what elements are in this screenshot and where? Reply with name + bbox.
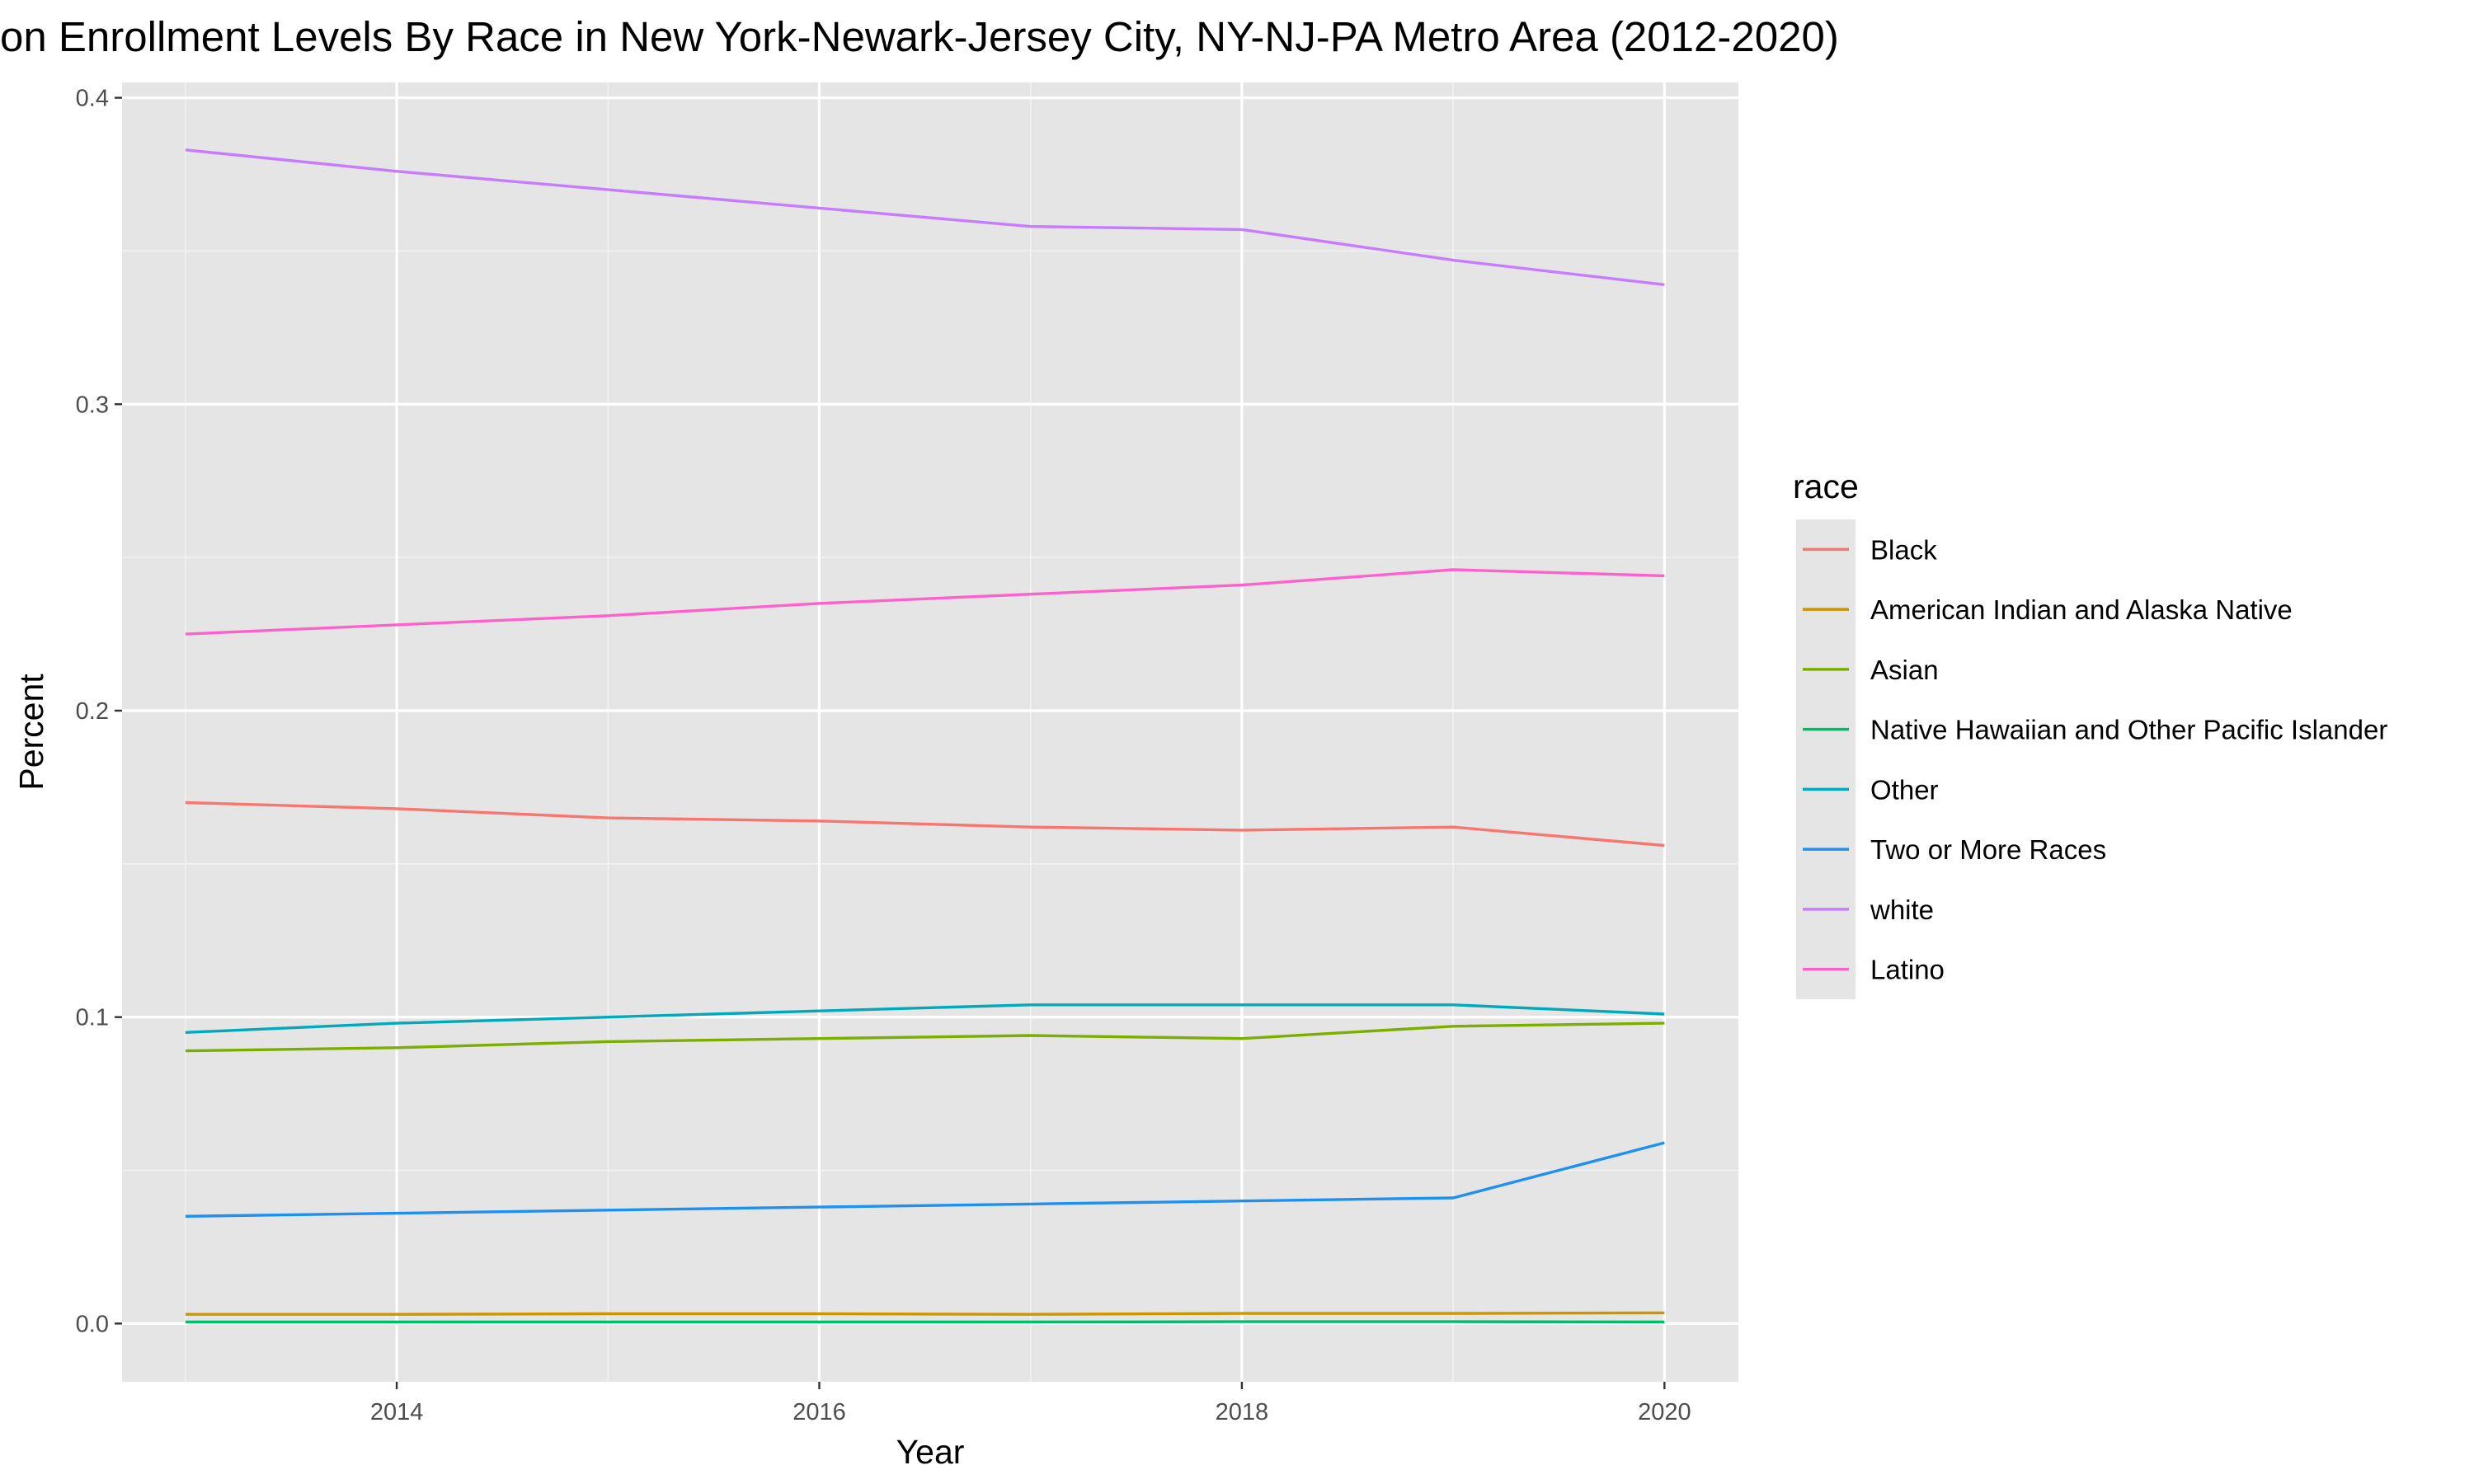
x-tick-label: 2014 [370, 1399, 424, 1425]
y-tick-label: 0.3 [76, 392, 109, 418]
legend-title: race [1793, 467, 1859, 505]
y-tick-label: 0.0 [76, 1311, 109, 1337]
series-line-other [185, 1003, 1665, 1034]
series-line-asian [185, 1021, 1665, 1053]
legend: Black American Indian and Alaska Native As… [1803, 534, 2387, 985]
x-tick-label: 2018 [1216, 1399, 1269, 1425]
series-line-black [185, 801, 1665, 848]
legend-label: Native Hawaiian and Other Pacific Island… [1870, 715, 2387, 745]
plot-panel [122, 82, 1738, 1382]
series-lines [185, 148, 1665, 1324]
y-axis-title: Percent [12, 674, 50, 791]
chart-title: on Enrollment Levels By Race in New York… [0, 13, 1839, 60]
legend-label: white [1870, 895, 1934, 925]
legend-key-background [1796, 519, 1856, 999]
legend-label: American Indian and Alaska Native [1870, 594, 2293, 625]
minor-gridlines [122, 82, 1738, 1382]
y-tick-label: 0.4 [76, 86, 109, 112]
x-tick-label: 2016 [793, 1399, 846, 1425]
legend-label: Black [1870, 534, 1937, 565]
x-tick-label: 2020 [1638, 1399, 1691, 1425]
series-line-latino [185, 568, 1665, 636]
y-tick-label: 0.1 [76, 1005, 109, 1031]
y-tick-label: 0.2 [76, 698, 109, 725]
series-line-white [185, 148, 1665, 286]
legend-label: Other [1870, 774, 1939, 805]
legend-label: Latino [1870, 955, 1945, 985]
x-axis-title: Year [896, 1433, 965, 1471]
legend-label: Asian [1870, 655, 1939, 685]
legend-label: Two or More Races [1870, 834, 2106, 865]
major-gridlines [122, 82, 1738, 1382]
x-tick-labels: 2014 2016 2018 2020 [370, 1399, 1691, 1425]
series-line-american-indian-and-alaska-native [185, 1311, 1665, 1316]
axis-ticks [115, 96, 1666, 1389]
y-tick-labels: 0.0 0.1 0.2 0.3 0.4 [76, 86, 109, 1338]
series-line-two-or-more-races [185, 1141, 1665, 1218]
